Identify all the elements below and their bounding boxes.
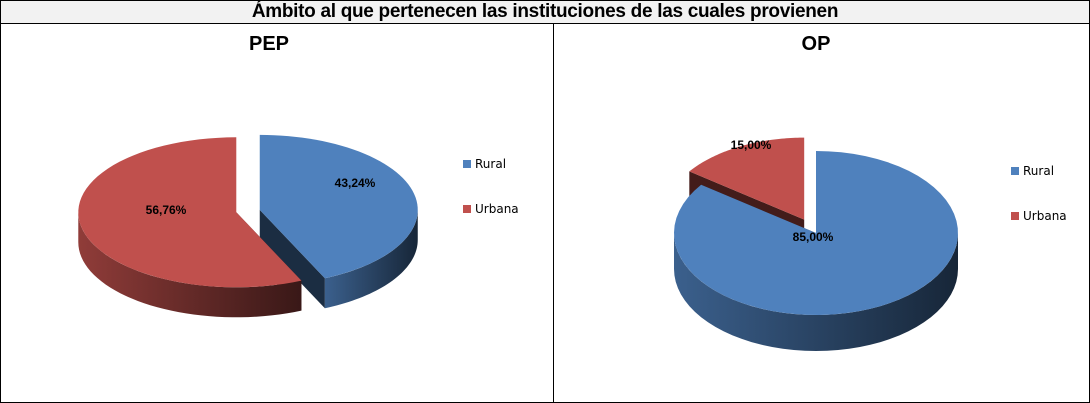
data-label: 43,24% (335, 176, 376, 190)
chart-title-op: OP (801, 33, 831, 55)
pie-pep: 43,24% Rural 56,76% Urbana (78, 134, 519, 318)
legend-swatch (1011, 212, 1019, 220)
chart-title-pep: PEP (248, 33, 290, 55)
data-label: 15,00% (731, 138, 772, 152)
slice-rural (259, 134, 418, 279)
legend-label: Rural (1023, 164, 1054, 178)
pie-op: 85,00% Rural 15,00% Urbana (674, 137, 1067, 351)
divider (553, 24, 554, 402)
main-title: Ámbito al que pertenecen las institucion… (1, 1, 1089, 24)
slice-rural (674, 151, 958, 315)
slice-side (78, 212, 302, 318)
data-label: 85,00% (793, 230, 834, 244)
legend-swatch (463, 160, 471, 168)
legend-label: Rural (475, 157, 506, 171)
legend-swatch (1011, 167, 1019, 175)
legend-label: Urbana (475, 202, 519, 216)
legend-label: Urbana (1023, 209, 1067, 223)
legend-swatch (463, 205, 471, 213)
slice-urbana (78, 137, 302, 288)
data-label: 56,76% (146, 203, 187, 217)
slice-wall (259, 209, 325, 309)
slice-side (324, 209, 418, 309)
slice-urbana (689, 137, 805, 220)
slice-side (674, 233, 958, 351)
